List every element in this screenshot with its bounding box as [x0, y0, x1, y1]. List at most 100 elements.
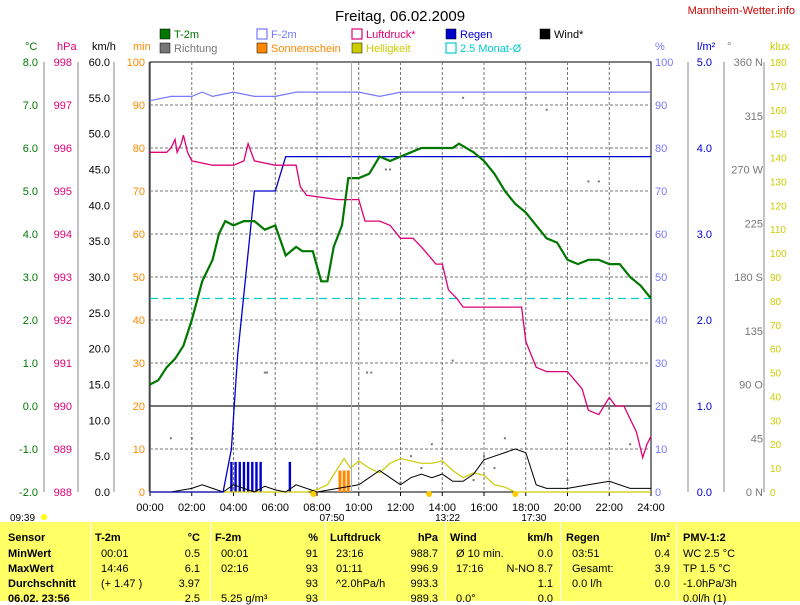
noon-label: 13:22	[435, 513, 460, 522]
tick-label-pct: 40	[655, 315, 667, 327]
weather-chart: 8.0 7.0 6.0 5.0 4.0 3.0 2.0 1.0 0.0 -1.0 -2.0 998 99…	[10, 5, 795, 522]
plot-grid	[149, 61, 652, 493]
rain-time: 03:51	[572, 548, 600, 560]
rh-value: 93	[305, 593, 318, 605]
legend-label: Luftdruck*	[366, 29, 416, 41]
tick-label-deg: 90 O	[739, 380, 763, 392]
tick-label-lm2: 4.0	[697, 143, 712, 155]
pmv-row: WC 2.5 °C	[683, 548, 736, 560]
tick-label-kmh: 60.0	[89, 57, 110, 69]
tick-label-lm2: 3.0	[697, 229, 712, 241]
tick-label-celsius: 0.0	[23, 401, 38, 413]
tick-label-deg: 45	[751, 433, 763, 445]
tick-label-celsius: 4.0	[23, 229, 38, 241]
tick-label-hpa: 989	[54, 444, 72, 456]
wind-value: 1.1	[537, 578, 553, 590]
wind-direction-point	[545, 108, 548, 111]
rain-minute-bar	[238, 461, 241, 492]
current-time-label: 09:39	[10, 513, 35, 522]
wind-direction-point	[524, 96, 527, 99]
tick-label-hpa: 997	[54, 100, 72, 112]
table-divider	[676, 522, 677, 601]
tick-label-celsius: 2.0	[23, 315, 38, 327]
wind-time: Ø 10 min.	[456, 548, 504, 560]
tick-label-hpa: 992	[54, 315, 72, 327]
x-tick-label: 22:00	[595, 502, 623, 514]
x-tick-label: 14:00	[428, 502, 456, 514]
site-link[interactable]: Mannheim-Wetter.info	[688, 5, 795, 17]
tick-label-klux: 10	[770, 464, 782, 475]
tick-label-celsius: 5.0	[23, 186, 38, 198]
data-series	[149, 91, 652, 493]
tick-label-hpa: 988	[54, 487, 72, 499]
tick-label-min: 70	[133, 186, 145, 198]
rh-value: 91	[305, 548, 318, 560]
sensor-row-label: Durchschnitt	[8, 578, 76, 590]
tick-label-deg: 180 S	[734, 272, 763, 284]
tick-label-min: 80	[133, 143, 145, 155]
sensor-row-label: MinWert	[8, 548, 52, 560]
x-tick-label: 24:00	[637, 502, 665, 514]
wind-direction-point	[483, 455, 485, 458]
tick-label-kmh: 0.0	[95, 487, 110, 499]
axis-unit-min: min	[133, 41, 151, 53]
temp-value: 0.5	[184, 548, 200, 560]
legend-swatch	[445, 28, 457, 40]
tick-label-klux: 180	[770, 58, 787, 69]
table-divider	[560, 522, 561, 601]
table-divider	[90, 522, 91, 601]
tick-label-kmh: 30.0	[89, 272, 110, 284]
tick-label-klux: 110	[770, 225, 786, 236]
x-tick-label: 04:00	[220, 502, 248, 514]
axis-labels: 8.0 7.0 6.0 5.0 4.0 3.0 2.0 1.0 0.0 -1.0 -2.0 998 99…	[19, 57, 787, 514]
tick-label-klux: 130	[770, 177, 787, 188]
wind-direction-point	[384, 168, 387, 171]
wind-direction-point	[430, 443, 433, 446]
x-tick-label: 16:00	[470, 502, 498, 514]
tick-label-pct: 50	[655, 272, 667, 284]
wind-direction-point	[399, 481, 402, 484]
x-tick-label: 06:00	[261, 502, 289, 514]
legend-label: Wind*	[554, 29, 584, 41]
wind-header: Wind	[450, 532, 477, 544]
table-divider	[445, 522, 446, 601]
legend-swatch	[256, 28, 268, 40]
tick-label-klux: 0	[770, 488, 776, 499]
tick-label-hpa: 994	[54, 229, 72, 241]
axis-unit-lm2: l/m²	[697, 41, 716, 53]
axis-unit-hpa: hPa	[57, 41, 77, 53]
sunshine-bar	[342, 470, 346, 492]
pressure-header: Luftdruck	[330, 532, 381, 544]
legend-swatch	[351, 28, 363, 40]
wind-direction-point	[587, 180, 590, 183]
tick-label-deg: 270 W	[731, 165, 763, 177]
pressure-value: 989.3	[410, 593, 438, 605]
wind-direction-point	[389, 168, 392, 171]
tick-label-hpa: 996	[54, 143, 72, 155]
tick-label-pct: 80	[655, 143, 667, 155]
legend-label: Regen	[460, 29, 492, 41]
x-tick-label: 00:00	[136, 502, 164, 514]
axis-unit-klux: klux	[770, 41, 790, 53]
rain-value: 3.9	[654, 563, 670, 575]
pmv-row: -1.0hPa/3h	[683, 578, 737, 590]
tick-label-celsius: 3.0	[23, 272, 38, 284]
tick-label-deg: 0 N	[746, 487, 763, 499]
tick-label-kmh: 35.0	[89, 236, 110, 248]
tick-label-klux: 50	[770, 369, 782, 380]
temp-value: 6.1	[184, 563, 200, 575]
sensor-header: Sensor	[8, 532, 46, 544]
tick-label-deg: 360 N	[734, 57, 763, 69]
tick-label-klux: 120	[770, 201, 787, 212]
temp-header: T-2m	[95, 532, 121, 544]
humidity-line	[149, 91, 651, 102]
tick-label-klux: 30	[770, 416, 782, 427]
rain-minute-bar	[234, 461, 237, 492]
tick-label-deg: 225	[745, 218, 763, 230]
tick-label-pct: 90	[655, 100, 667, 112]
legend-label: Richtung	[174, 43, 217, 55]
tick-label-klux: 140	[770, 154, 787, 165]
table-divider	[325, 522, 326, 601]
sensor-row-label: MaxWert	[8, 563, 54, 575]
tick-label-kmh: 15.0	[89, 380, 110, 392]
